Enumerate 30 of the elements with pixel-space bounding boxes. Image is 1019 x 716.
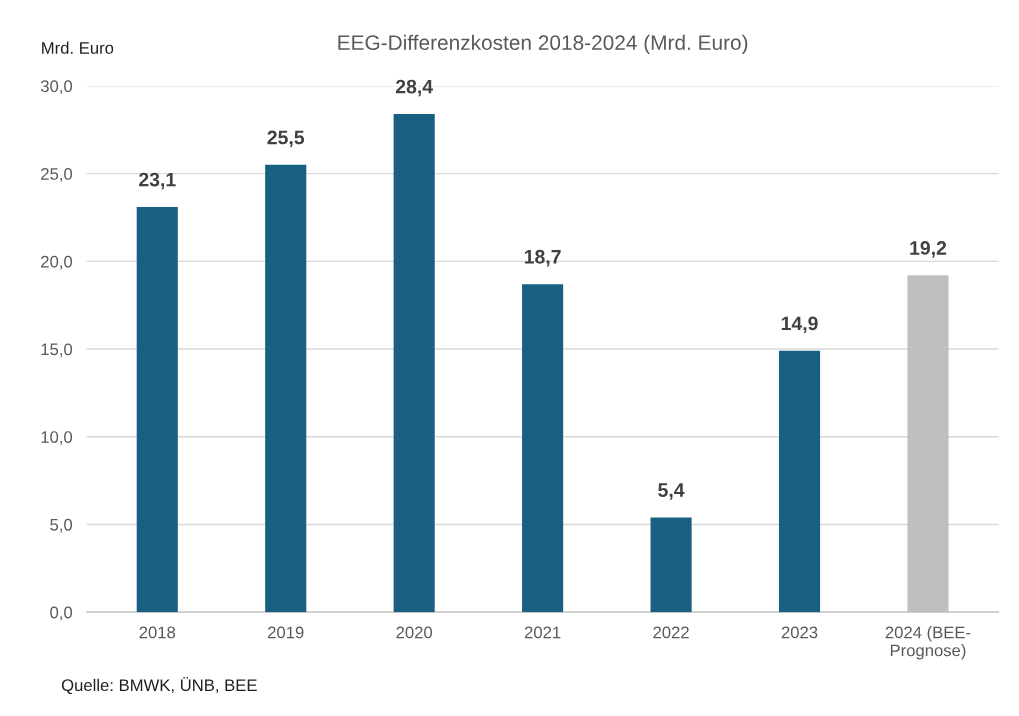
data-label: 18,7 xyxy=(524,249,561,267)
x-tick-label: 2024 (BEE- Prognose) xyxy=(885,626,971,660)
y-tick-label: 5,0 xyxy=(50,518,73,533)
data-label: 5,4 xyxy=(658,483,685,500)
x-tick-label: 2019 xyxy=(268,626,304,639)
x-tick-label: 2018 xyxy=(139,626,176,639)
x-tick-label: 2021 xyxy=(524,626,561,639)
data-label: 25,5 xyxy=(267,130,305,148)
x-tick-label: 2023 xyxy=(781,626,818,639)
x-tick-label: 2020 xyxy=(396,626,433,639)
data-label: 19,2 xyxy=(910,241,947,258)
bar xyxy=(136,206,178,613)
bar xyxy=(650,517,692,613)
y-tick-label: 15,0 xyxy=(41,343,73,358)
x-tick-label: 2022 xyxy=(653,626,689,639)
y-tick-label: 25,0 xyxy=(41,168,73,182)
bar xyxy=(393,113,435,613)
y-axis-title: Mrd. Euro xyxy=(42,41,114,54)
bar xyxy=(778,350,821,613)
y-tick-label: 10,0 xyxy=(41,431,73,445)
data-label: 28,4 xyxy=(395,79,433,97)
data-label: 23,1 xyxy=(139,172,176,190)
bar xyxy=(265,164,307,613)
bar xyxy=(522,284,564,613)
source-note: Quelle: BMWK, ÜNB, BEE xyxy=(61,676,257,695)
y-tick-label: 30,0 xyxy=(40,80,73,95)
chart-title: EEG-Differenzkosten 2018-2024 (Mrd. Euro) xyxy=(338,34,748,55)
data-label: 14,9 xyxy=(781,316,818,334)
y-tick-label: 0,0 xyxy=(50,606,73,621)
y-tick-label: 20,0 xyxy=(41,255,73,270)
